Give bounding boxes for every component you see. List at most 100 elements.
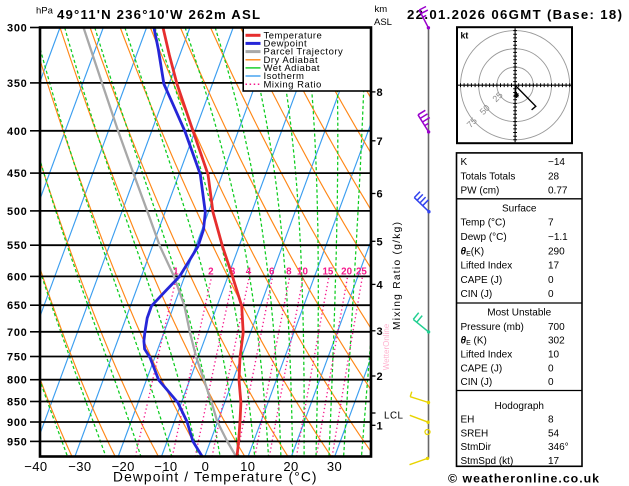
svg-text:550: 550 — [7, 240, 27, 252]
svg-text:5: 5 — [377, 236, 383, 248]
svg-text:−14: −14 — [548, 157, 565, 168]
svg-text:17: 17 — [548, 456, 560, 467]
svg-text:450: 450 — [7, 168, 27, 180]
svg-text:Lifted Index: Lifted Index — [461, 260, 513, 271]
svg-text:Dewp (°C): Dewp (°C) — [461, 232, 507, 243]
svg-text:800: 800 — [7, 375, 27, 387]
svg-text:0: 0 — [202, 459, 210, 474]
svg-text:4: 4 — [377, 279, 384, 291]
svg-text:25: 25 — [356, 267, 367, 278]
svg-text:900: 900 — [7, 417, 27, 429]
svg-text:7: 7 — [548, 218, 554, 229]
svg-text:Most Unstable: Most Unstable — [487, 308, 551, 319]
svg-text:49°11'N 236°10'W 262m ASL: 49°11'N 236°10'W 262m ASL — [57, 7, 260, 22]
svg-text:750: 750 — [7, 352, 27, 364]
svg-text:350: 350 — [7, 78, 27, 90]
svg-text:346°: 346° — [548, 442, 569, 453]
svg-text:2: 2 — [208, 267, 214, 278]
svg-text:0: 0 — [548, 289, 554, 300]
svg-text:Surface: Surface — [502, 204, 537, 215]
svg-text:Hodograph: Hodograph — [495, 401, 544, 412]
svg-text:28: 28 — [548, 172, 560, 183]
svg-text:ASL: ASL — [374, 17, 392, 28]
svg-text:6: 6 — [269, 267, 275, 278]
svg-text:−40: −40 — [24, 459, 47, 474]
svg-text:kt: kt — [461, 31, 469, 41]
svg-text:Temp (°C): Temp (°C) — [461, 218, 506, 229]
svg-text:Parcel Trajectory: Parcel Trajectory — [264, 47, 344, 58]
svg-text:3: 3 — [230, 267, 236, 278]
svg-text:2: 2 — [377, 371, 383, 383]
svg-text:600: 600 — [7, 271, 27, 283]
svg-text:75: 75 — [465, 116, 479, 130]
svg-text:10: 10 — [297, 267, 308, 278]
svg-text:CAPE (J): CAPE (J) — [461, 275, 503, 286]
svg-text:Totals Totals: Totals Totals — [461, 172, 516, 183]
svg-text:Wet Adiabat: Wet Adiabat — [264, 63, 321, 74]
svg-text:10: 10 — [240, 459, 255, 474]
svg-text:hPa: hPa — [36, 6, 54, 17]
svg-text:WetterOnline: WetterOnline — [382, 323, 391, 370]
svg-text:8: 8 — [548, 415, 554, 426]
svg-text:CIN (J): CIN (J) — [461, 289, 493, 300]
svg-text:SREH: SREH — [461, 428, 489, 439]
svg-text:700: 700 — [548, 322, 565, 333]
svg-text:650: 650 — [7, 300, 27, 312]
svg-text:700: 700 — [7, 327, 27, 339]
svg-text:950: 950 — [7, 436, 27, 448]
svg-text:400: 400 — [7, 126, 27, 138]
svg-text:CIN (J): CIN (J) — [461, 377, 493, 388]
svg-text:3: 3 — [377, 326, 383, 338]
svg-text:Dewpoint / Temperature (°C): Dewpoint / Temperature (°C) — [113, 470, 317, 485]
svg-text:25: 25 — [491, 90, 505, 104]
svg-text:500: 500 — [7, 206, 27, 218]
svg-text:K: K — [461, 157, 468, 168]
svg-text:0: 0 — [548, 363, 554, 374]
svg-text:Pressure (mb): Pressure (mb) — [461, 322, 524, 333]
svg-text:1: 1 — [377, 420, 383, 432]
svg-text:6: 6 — [377, 189, 383, 201]
svg-text:8: 8 — [377, 87, 383, 99]
svg-text:290: 290 — [548, 246, 565, 257]
svg-text:CAPE (J): CAPE (J) — [461, 363, 503, 374]
svg-text:−30: −30 — [68, 459, 91, 474]
svg-text:50: 50 — [478, 103, 492, 117]
svg-text:22.01.2026 06GMT (Base: 18): 22.01.2026 06GMT (Base: 18) — [407, 7, 622, 22]
svg-text:17: 17 — [548, 260, 560, 271]
svg-text:© weatheronline.co.uk: © weatheronline.co.uk — [448, 472, 599, 486]
svg-text:15: 15 — [322, 267, 333, 278]
svg-text:8: 8 — [286, 267, 292, 278]
svg-text:θE (K): θE (K) — [461, 336, 487, 348]
svg-text:EH: EH — [461, 415, 475, 426]
svg-text:−20: −20 — [112, 459, 135, 474]
svg-text:1: 1 — [173, 267, 179, 278]
svg-text:StmDir: StmDir — [461, 442, 492, 453]
svg-text:7: 7 — [377, 136, 383, 148]
svg-text:Isotherm: Isotherm — [264, 71, 305, 82]
svg-text:LCL: LCL — [384, 411, 404, 422]
svg-text:0: 0 — [548, 377, 554, 388]
svg-text:20: 20 — [283, 459, 298, 474]
svg-text:Mixing Ratio (g/kg): Mixing Ratio (g/kg) — [392, 222, 403, 330]
svg-text:20: 20 — [341, 267, 352, 278]
svg-text:PW (cm): PW (cm) — [461, 186, 500, 197]
svg-text:302: 302 — [548, 336, 565, 347]
svg-text:0: 0 — [548, 275, 554, 286]
svg-text:Mixing Ratio: Mixing Ratio — [264, 79, 322, 90]
svg-text:Temperature: Temperature — [264, 30, 323, 41]
svg-text:54: 54 — [548, 428, 560, 439]
svg-text:km: km — [375, 4, 388, 15]
svg-text:300: 300 — [7, 23, 27, 35]
svg-text:Dry Adiabat: Dry Adiabat — [264, 55, 319, 66]
svg-text:10: 10 — [548, 350, 560, 361]
svg-text:0.77: 0.77 — [548, 186, 568, 197]
svg-text:−10: −10 — [154, 459, 177, 474]
svg-text:30: 30 — [327, 459, 342, 474]
svg-text:θE(K): θE(K) — [461, 246, 485, 257]
svg-text:850: 850 — [7, 396, 27, 408]
svg-text:Lifted Index: Lifted Index — [461, 350, 513, 361]
svg-text:4: 4 — [246, 267, 252, 278]
svg-text:Dewpoint: Dewpoint — [264, 39, 308, 50]
svg-text:StmSpd (kt): StmSpd (kt) — [461, 456, 514, 467]
svg-text:−1.1: −1.1 — [548, 232, 568, 243]
